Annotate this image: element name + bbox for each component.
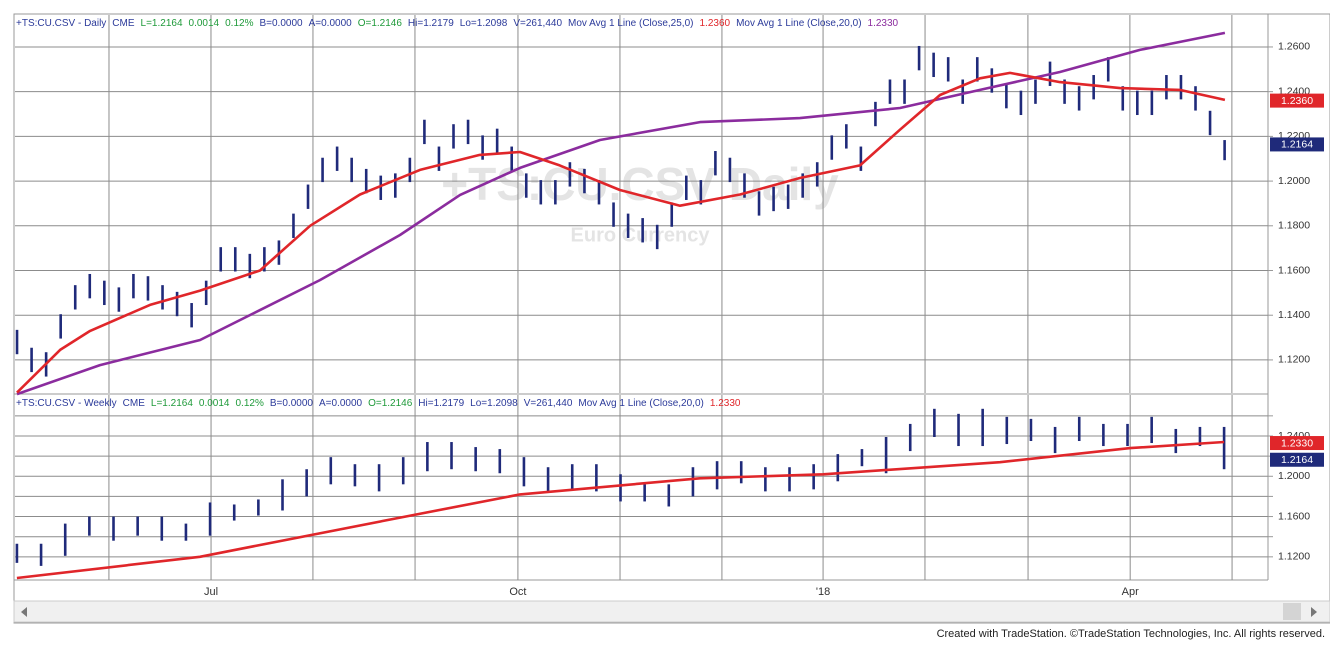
header-item: Hi=1.2179 — [408, 18, 454, 29]
y-tick-label: 1.1200 — [1278, 551, 1310, 563]
header-item: Mov Avg 1 Line (Close,20,0) — [578, 398, 703, 409]
price-marker — [1270, 93, 1324, 108]
moving-average-line — [16, 71, 1226, 394]
x-tick-label: Oct — [509, 586, 526, 598]
x-tick-label: '18 — [816, 586, 830, 598]
price-marker-label: 1.2330 — [1281, 437, 1313, 449]
price-marker — [1270, 436, 1324, 451]
y-tick-label: 1.2000 — [1278, 470, 1310, 482]
header-item: Lo=1.2098 — [470, 398, 518, 409]
x-tick-label: Apr — [1122, 586, 1139, 598]
y-tick-label: 1.2000 — [1278, 175, 1310, 187]
header-item: +TS:CU.CSV - Weekly — [16, 398, 117, 409]
header-item: V=261,440 — [524, 398, 573, 409]
header-item: +TS:CU.CSV - Daily — [16, 18, 106, 29]
header-item: B=0.0000 — [270, 398, 314, 409]
price-marker-label: 1.2164 — [1281, 454, 1313, 466]
header-item: O=1.2146 — [358, 18, 403, 29]
chart-frame — [13, 13, 1330, 624]
header-item: Mov Avg 1 Line (Close,20,0) — [736, 18, 861, 29]
y-tick-label: 1.1600 — [1278, 264, 1310, 276]
header-item: 0.12% — [236, 398, 264, 409]
moving-average-line — [16, 440, 1225, 580]
header-item: V=261,440 — [513, 18, 562, 29]
header-item: 1.2360 — [699, 18, 730, 29]
header-item: 1.2330 — [710, 398, 741, 409]
panel-header: +TS:CU.CSV - Daily CME L=1.2164 0.0014 0.12%… — [16, 18, 899, 29]
moving-average-line — [16, 31, 1226, 396]
x-tick-label: Jul — [204, 586, 218, 598]
price-marker — [1270, 137, 1324, 152]
header-item: L=1.2164 — [141, 18, 183, 29]
y-tick-label: 1.1600 — [1278, 510, 1310, 522]
header-item: O=1.2146 — [368, 398, 413, 409]
scrollbar[interactable] — [13, 600, 1330, 623]
header-item: Hi=1.2179 — [418, 398, 464, 409]
header-item: Mov Avg 1 Line (Close,25,0) — [568, 18, 693, 29]
header-item: A=0.0000 — [319, 398, 363, 409]
header-item: 0.0014 — [189, 18, 220, 29]
panel-header: +TS:CU.CSV - Weekly CME L=1.2164 0.0014 0.12… — [16, 398, 741, 409]
price-marker-label: 1.2164 — [1281, 139, 1313, 151]
y-tick-label: 1.2600 — [1278, 41, 1310, 53]
scroll-right[interactable] — [1311, 607, 1317, 617]
header-item: CME — [123, 398, 146, 409]
header-item: A=0.0000 — [309, 18, 353, 29]
header-item: CME — [112, 18, 135, 29]
price-marker-label: 1.2360 — [1281, 95, 1313, 107]
y-tick-label: 1.1400 — [1278, 309, 1310, 321]
scroll-thumb[interactable] — [1283, 603, 1301, 620]
header-item: L=1.2164 — [151, 398, 193, 409]
scroll-left[interactable] — [21, 607, 27, 617]
price-marker — [1270, 452, 1324, 467]
header-item: 0.0014 — [199, 398, 230, 409]
y-tick-label: 1.1800 — [1278, 220, 1310, 232]
y-tick-label: 1.1200 — [1278, 354, 1310, 366]
header-item: 0.12% — [225, 18, 253, 29]
footer: Created with TradeStation. ©TradeStation… — [937, 628, 1325, 640]
header-item: 1.2330 — [868, 18, 899, 29]
watermark-subtitle: Euro Currency — [571, 224, 711, 246]
header-item: Lo=1.2098 — [460, 18, 508, 29]
header-item: B=0.0000 — [259, 18, 303, 29]
